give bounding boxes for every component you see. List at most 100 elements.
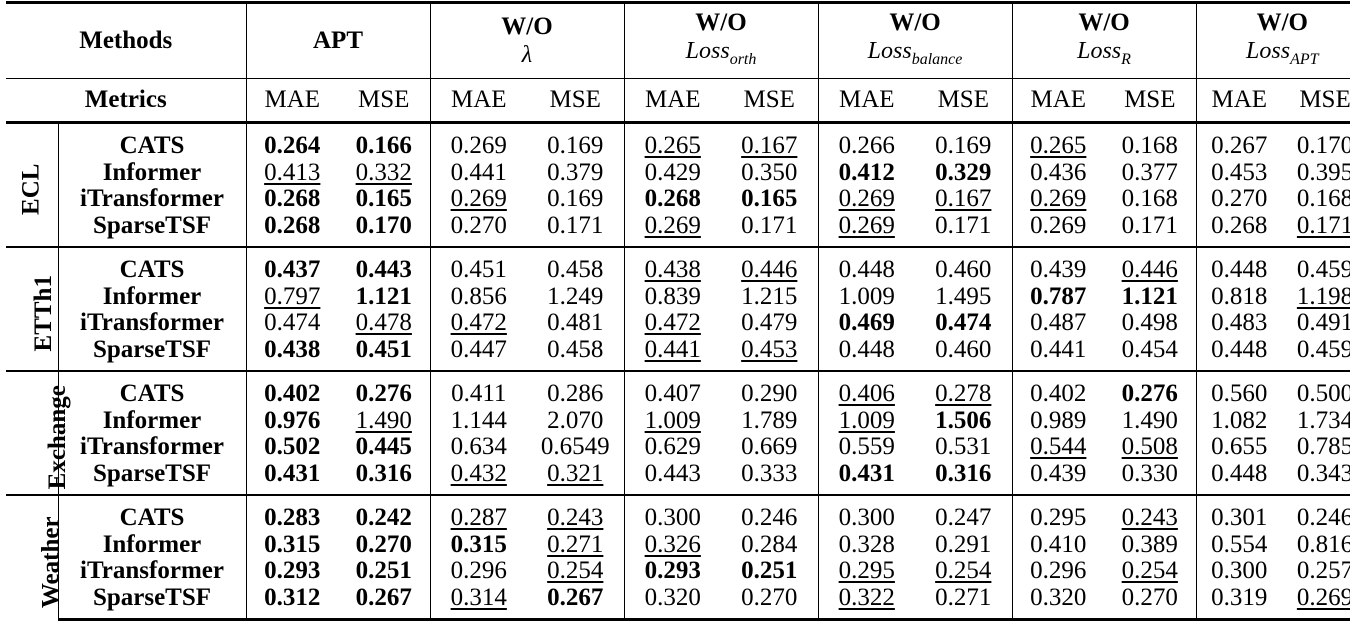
metric-cell: 0.171 [721,212,818,248]
metric-cell: 0.451 [338,336,430,372]
metric-cell: 0.320 [1011,584,1105,621]
metric-cell: 0.479 [721,309,818,337]
metric-cell: 0.290 [721,370,819,408]
metric-cell: 0.441 [1011,336,1105,371]
metric-cell: 0.300 [1195,557,1283,585]
metric-cell: 0.531 [915,433,1012,461]
metric-value: 0.246 [741,504,798,531]
metric-cell: 0.326 [623,531,721,558]
table-row: ECL CATS 0.264 0.166 0.269 0.169 0.265 0.167 0.2… [6,122,1350,215]
metric-cell: 0.269 [1282,584,1350,621]
metric-value: 0.439 [1030,459,1087,487]
metric-value: 0.165 [355,185,412,212]
metric-cell: 0.413 [245,159,338,186]
col-title: APT [313,27,363,54]
metric-cell: 0.270 [1195,185,1283,213]
metric-value: 0.389 [1121,530,1178,558]
metric-value: 0.268 [264,185,321,212]
metric-cell: 0.295 [1011,494,1105,532]
metric-cell: 1.009 [623,407,721,434]
metric-cell: 0.286 [527,370,624,408]
metric-cell: 0.284 [721,531,818,559]
metric-value: 0.254 [1121,557,1178,584]
metric-cell: 0.315 [245,531,338,558]
metric-value: 0.169 [547,185,604,212]
metric-cell: 0.243 [527,494,624,532]
metric-value: 1.490 [1121,406,1178,434]
model-name: CATS [57,122,246,160]
col-title: W/O [889,8,941,36]
metric-value: 1.198 [1296,282,1350,310]
metric-cell: 0.441 [623,336,721,371]
metric-cell: 0.267 [338,584,430,621]
metric-value: 0.447 [450,335,507,363]
metric-cell: 0.389 [1104,530,1196,559]
metric-cell: 1.009 [817,407,916,434]
metric-value: 1.490 [355,406,412,434]
metric-value: 0.446 [741,256,798,283]
metric-value: 0.432 [450,459,507,487]
metric-cell: 0.460 [915,336,1012,372]
metric-value: 0.269 [1030,211,1087,239]
metric-cell: 0.321 [527,460,624,496]
dataset-name: ETTh1 [29,275,57,352]
metric-cell: 0.315 [429,531,527,558]
metric-value: 0.451 [450,256,507,283]
col-subtitle: Lossorth [685,37,757,68]
metric-cell: 0.629 [623,433,721,461]
metric-cell: 0.330 [1104,460,1196,496]
metric-cell: 0.268 [245,212,338,247]
metric-cell: 0.295 [817,557,916,585]
model-name: iTransformer [57,557,246,585]
metric-cell: 0.446 [1104,246,1197,284]
metric-value: 0.243 [1121,504,1178,531]
metric-name: MSE [1104,78,1197,124]
table-row: iTransformer 0.502 0.445 0.634 0.6549 0.629 0.… [6,433,1350,461]
metric-value: 0.478 [355,309,412,336]
metric-cell: 0.254 [915,557,1012,585]
metric-value: 0.328 [838,530,895,558]
metric-value: 0.856 [450,282,507,310]
metric-cell: 0.268 [623,185,721,213]
metric-cell: 0.469 [817,309,916,337]
col-header-wo-loss-balance: W/O Lossbalance [817,1,1013,79]
col-subtitle: LossR [1077,37,1131,68]
metric-cell: 0.472 [429,309,527,337]
metric-cell: 0.432 [429,459,527,495]
metric-value: 0.377 [1121,158,1178,186]
col-header-wo-loss-r: W/O LossR [1011,1,1197,79]
model-name: Informer [57,407,246,434]
metric-cell: 0.407 [623,370,721,408]
metric-value: 0.544 [1030,433,1087,460]
col-subtitle: Lossbalance [867,37,963,68]
metric-name: MSE [527,78,624,124]
metric-cell: 0.267 [1195,122,1283,160]
metric-cell: 0.270 [429,212,527,247]
metric-value: 0.291 [935,530,992,558]
col-header-wo-lambda: W/O λ [429,1,624,79]
metric-value: 1.249 [547,282,604,310]
metric-value: 0.269 [1030,185,1087,212]
metric-cell: 0.269 [1011,185,1105,213]
metric-value: 0.441 [450,158,507,186]
metric-cell: 0.402 [1011,370,1105,408]
metric-value: 0.655 [1211,433,1268,460]
col-subtitle: LossAPT [1246,37,1319,68]
metric-value: 0.168 [1121,185,1178,212]
metric-cell: 0.170 [1282,123,1350,160]
metric-cell: 0.246 [721,494,819,532]
metric-value: 0.296 [1030,557,1087,584]
metric-cell: 0.254 [1104,557,1196,585]
metric-cell: 0.406 [817,370,916,408]
metric-cell: 0.460 [915,246,1013,284]
metric-cell: 0.439 [1011,459,1105,495]
model-name: Informer [57,159,246,186]
metric-value: 0.269 [450,185,507,212]
metric-value: 0.286 [547,380,604,407]
metric-value: 0.246 [1296,504,1350,531]
metric-cell: 0.560 [1195,370,1283,408]
metric-cell: 0.278 [915,370,1013,408]
metric-cell: 0.448 [817,246,916,284]
metric-cell: 0.669 [721,433,818,461]
metric-value: 0.411 [451,380,507,407]
